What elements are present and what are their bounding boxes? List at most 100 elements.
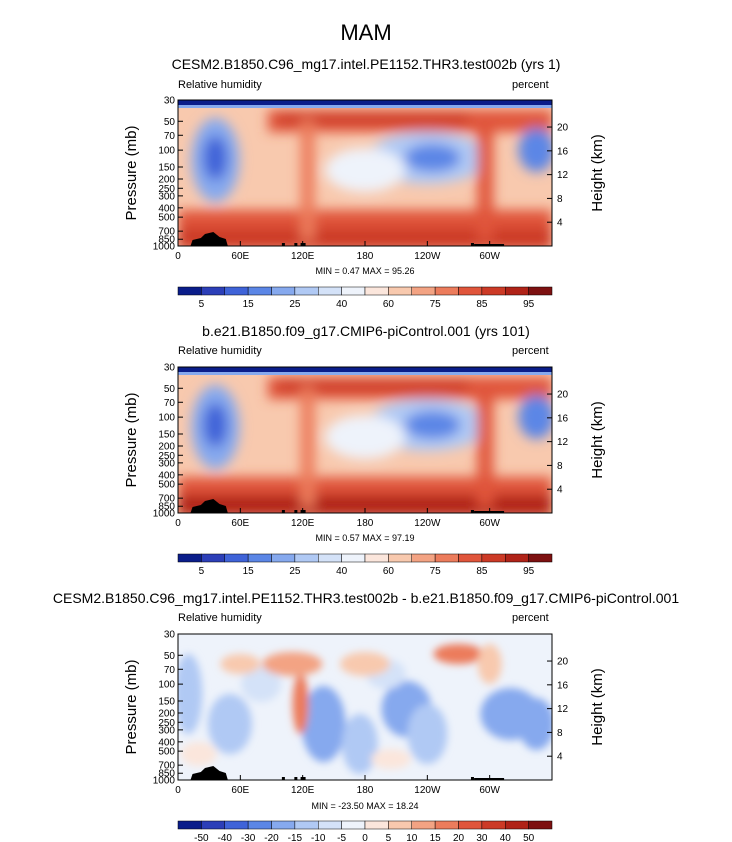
- colorbar-label: 40: [336, 566, 348, 577]
- y2-axis-title: Height (km): [589, 401, 606, 479]
- colorbar-box: [528, 286, 553, 296]
- field-blob: [178, 228, 552, 246]
- colorbar-label: 85: [476, 566, 488, 577]
- x-tick-label: 120E: [291, 251, 315, 262]
- orography-south-america: [474, 244, 505, 246]
- y-tick-label: 30: [164, 96, 176, 107]
- panel-2-minmax: MIN = 0.57 MAX = 97.19: [315, 533, 415, 543]
- orography-andes: [470, 510, 474, 513]
- orography-islands: [281, 243, 285, 246]
- colorbar-box: [341, 286, 366, 296]
- orography-south-america: [474, 511, 505, 513]
- colorbar-label: -20: [264, 833, 279, 842]
- y2-tick-label: 4: [557, 752, 563, 763]
- y2-axis-title: Height (km): [589, 668, 606, 746]
- colorbar-box: [201, 820, 225, 830]
- field-blob: [341, 714, 378, 774]
- field-blob: [301, 686, 346, 762]
- colorbar-label: 15: [243, 566, 255, 577]
- field-blob: [325, 415, 405, 459]
- colorbar-box: [434, 553, 459, 563]
- x-tick-label: 60W: [479, 785, 500, 796]
- y-tick-label: 250: [158, 184, 175, 195]
- panel-2-title: b.e21.B1850.f09_g17.CMIP6-piControl.001 …: [202, 323, 530, 339]
- y-tick-label: 400: [158, 737, 175, 748]
- colorbar-label: 75: [430, 299, 442, 310]
- y-tick-label: 200: [158, 174, 175, 185]
- colorbar-label: 0: [362, 833, 368, 842]
- y-tick-label: 300: [158, 191, 175, 202]
- x-tick-label: 0: [175, 785, 181, 796]
- y-tick-label: 1000: [153, 242, 176, 253]
- field-blob: [262, 652, 323, 676]
- colorbar-box: [458, 553, 483, 563]
- y2-tick-label: 4: [557, 218, 563, 229]
- y2-tick-label: 12: [557, 437, 569, 448]
- field-stratosphere: [178, 100, 552, 105]
- colorbar-box: [434, 286, 459, 296]
- panel-2-plot: 1000850700500400300250200150100705030481…: [123, 363, 606, 578]
- colorbar-label: 5: [386, 833, 392, 842]
- x-tick-label: 120W: [414, 785, 441, 796]
- orography-islands: [281, 510, 285, 513]
- x-tick-label: 60W: [479, 251, 500, 262]
- y-tick-label: 1000: [153, 776, 176, 787]
- colorbar-box: [318, 286, 342, 296]
- y2-tick-label: 16: [557, 413, 569, 424]
- colorbar-box: [434, 820, 459, 830]
- panel-1-units-label: percent: [512, 79, 549, 91]
- field-blob: [300, 120, 315, 240]
- y-tick-label: 150: [158, 697, 175, 708]
- panel-3-field: [178, 634, 552, 780]
- y-tick-label: 100: [158, 146, 175, 157]
- colorbar-box: [247, 286, 272, 296]
- y-tick-label: 300: [158, 725, 175, 736]
- colorbar-box: [294, 286, 319, 296]
- colorbar-label: 20: [453, 833, 465, 842]
- y-tick-label: 700: [158, 494, 175, 505]
- x-tick-label: 180: [357, 518, 374, 529]
- field-blob: [180, 742, 217, 766]
- colorbar-box: [201, 286, 225, 296]
- y-axis-title: Pressure (mb): [123, 392, 140, 487]
- colorbar-box: [458, 820, 483, 830]
- colorbar-label: -40: [218, 833, 233, 842]
- y-tick-label: 30: [164, 363, 176, 374]
- colorbar-box: [364, 820, 389, 830]
- colorbar-label: 50: [523, 833, 535, 842]
- panel-3-title: CESM2.B1850.C96_mg17.intel.PE1152.THR3.t…: [52, 590, 680, 606]
- field-blob: [518, 128, 552, 172]
- orography-islands: [294, 777, 298, 780]
- colorbar-box: [247, 553, 272, 563]
- y-axis-title: Pressure (mb): [123, 659, 140, 754]
- colorbar-label: 40: [500, 833, 512, 842]
- y-tick-label: 100: [158, 680, 175, 691]
- field-blob: [477, 115, 494, 240]
- field-blob: [370, 749, 411, 769]
- colorbar-box: [341, 553, 366, 563]
- field-blob: [477, 382, 494, 507]
- colorbar-box: [505, 286, 529, 296]
- y-tick-label: 300: [158, 458, 175, 469]
- colorbar-label: 85: [476, 299, 488, 310]
- x-tick-label: 180: [357, 251, 374, 262]
- colorbar-box: [177, 553, 202, 563]
- field-blob: [518, 395, 552, 439]
- orography-islands: [281, 777, 285, 780]
- field-blob: [477, 644, 502, 684]
- field-blob: [340, 652, 390, 676]
- field-blob: [203, 403, 228, 447]
- y-tick-label: 50: [164, 651, 176, 662]
- colorbar-label: 25: [289, 299, 301, 310]
- colorbar-label: 5: [199, 299, 205, 310]
- colorbar-label: 5: [199, 566, 205, 577]
- y-tick-label: 700: [158, 761, 175, 772]
- y2-tick-label: 8: [557, 461, 563, 472]
- colorbar-box: [505, 820, 529, 830]
- y-tick-label: 500: [158, 480, 175, 491]
- field-stratosphere: [178, 367, 552, 372]
- y2-tick-label: 16: [557, 680, 569, 691]
- x-tick-label: 60E: [231, 785, 249, 796]
- colorbar-label: -50: [194, 833, 209, 842]
